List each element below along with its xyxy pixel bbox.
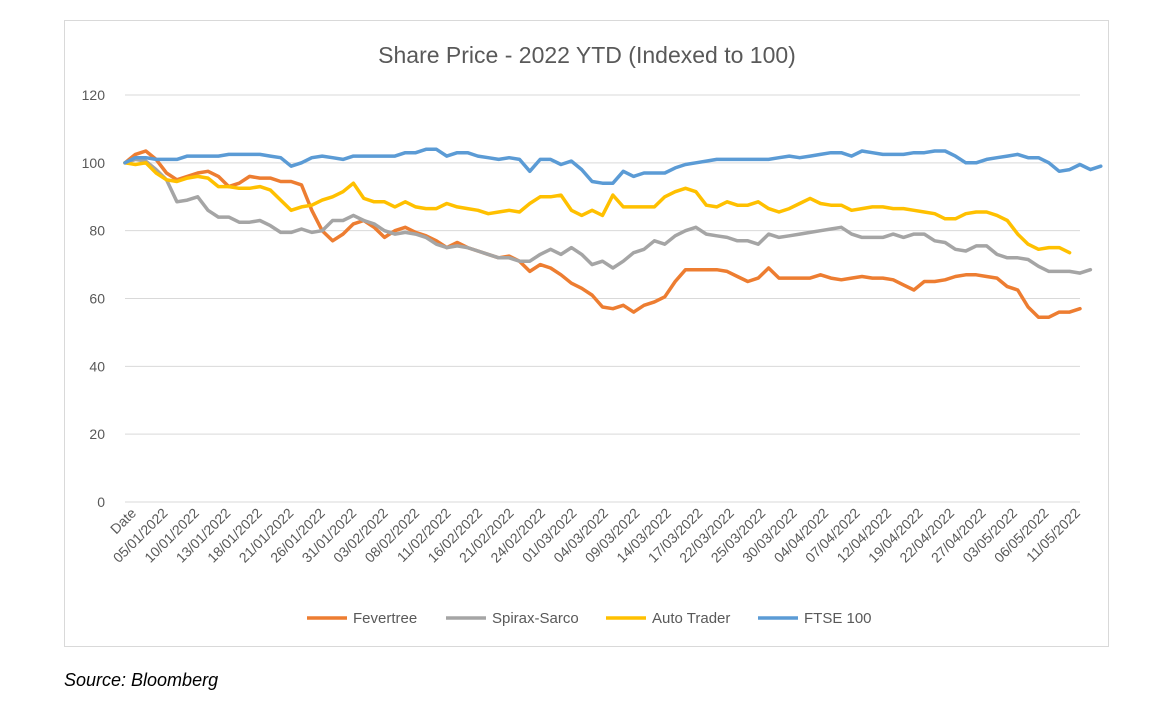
legend-label-ftse-100: FTSE 100 [804, 610, 872, 627]
x-axis-ticks: Date05/01/202210/01/202213/01/202218/01/… [107, 505, 1083, 566]
y-tick-label: 100 [82, 155, 106, 171]
series-line-auto-trader [123, 161, 1072, 255]
chart-frame: Share Price - 2022 YTD (Indexed to 100) … [64, 20, 1109, 647]
legend-label-fevertree: Fevertree [353, 610, 417, 627]
legend: Fevertree Spirax-Sarco Auto Trader FTSE 100 [307, 610, 872, 627]
y-tick-label: 20 [89, 426, 105, 442]
series-line-ftse-100 [123, 147, 1103, 185]
y-tick-label: 60 [89, 291, 105, 307]
y-tick-label: 80 [89, 223, 105, 239]
legend-label-spirax-sarco: Spirax-Sarco [492, 610, 579, 627]
chart-title: Share Price - 2022 YTD (Indexed to 100) [378, 42, 796, 68]
series-line-spirax-sarco [123, 157, 1093, 275]
source-note: Source: Bloomberg [64, 670, 219, 690]
y-tick-label: 120 [82, 87, 106, 103]
line-chart: Share Price - 2022 YTD (Indexed to 100) … [82, 42, 1103, 627]
y-tick-label: 40 [89, 358, 105, 374]
series-line-fevertree [123, 149, 1082, 319]
series-lines [123, 147, 1103, 319]
y-tick-label: 0 [97, 494, 105, 510]
legend-label-auto-trader: Auto Trader [652, 610, 730, 627]
y-axis-ticks: 0 20 40 60 80 100 120 [82, 87, 106, 510]
